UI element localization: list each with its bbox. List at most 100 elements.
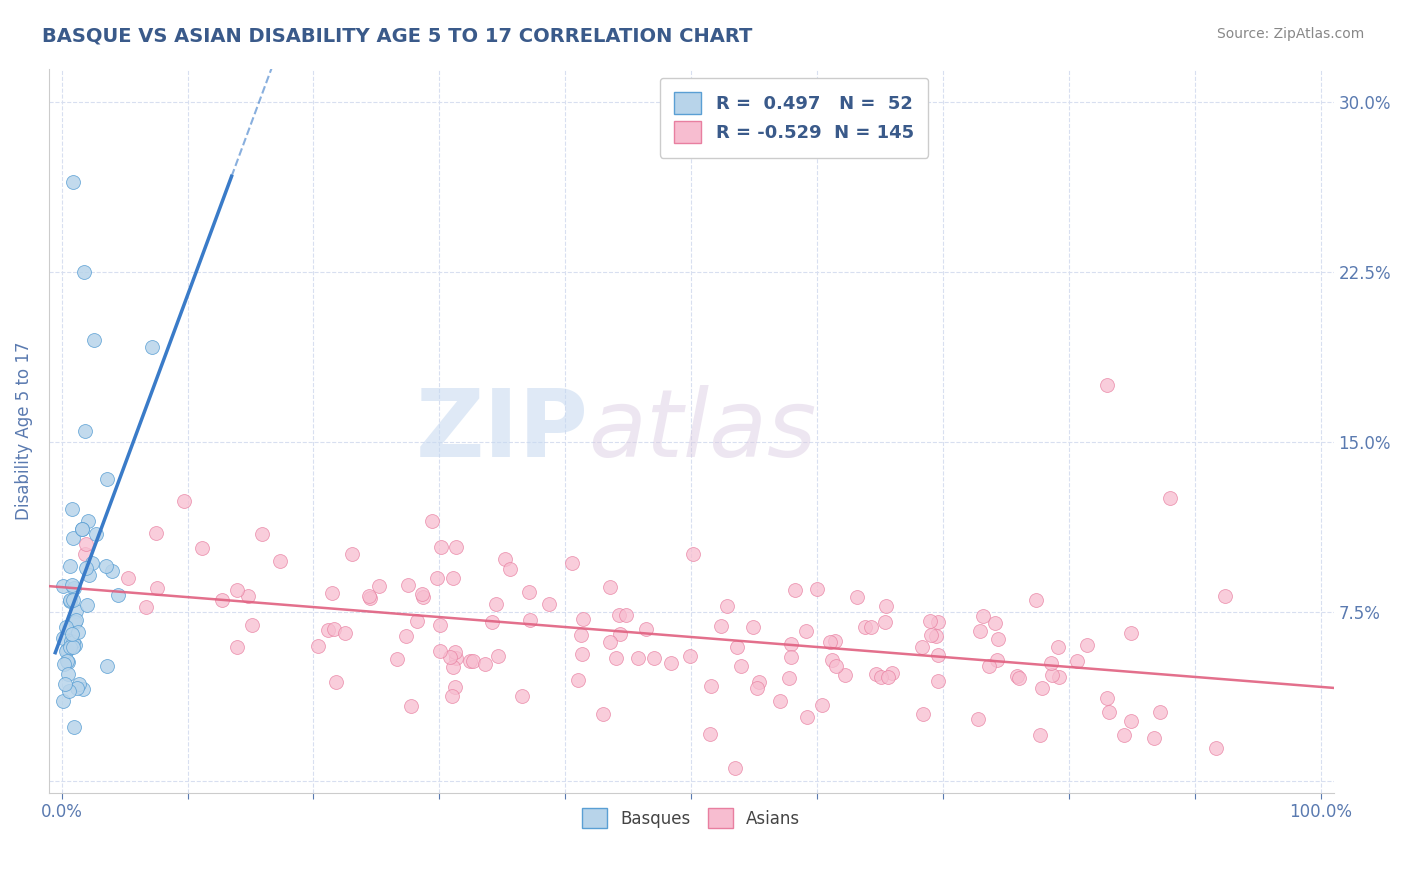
Point [73,265,96,279]
Point [65,681,87,696]
Point [724,760,747,774]
Point [441,689,464,703]
Point [1098,705,1121,719]
Point [1149,705,1171,719]
Point [359,591,381,605]
Point [592,706,614,721]
Point [716,599,738,613]
Point [321,586,343,600]
Point [1205,741,1227,756]
Point [96,559,118,574]
Point [987,632,1010,646]
Point [101,565,124,579]
Point [1047,670,1070,684]
Point [825,659,848,673]
Point [1047,640,1070,655]
Point [55,654,77,668]
Point [474,657,496,672]
Point [979,659,1001,673]
Point [65,613,87,627]
Point [1095,378,1118,392]
Point [117,571,139,585]
Point [567,673,589,688]
Point [238,590,260,604]
Point [785,583,807,598]
Point [316,624,339,638]
Point [1066,654,1088,668]
Point [53,657,76,672]
Point [1040,668,1063,682]
Point [870,670,893,684]
Point [682,547,704,561]
Point [73,547,96,561]
Point [62,634,84,648]
Point [925,629,948,643]
Point [510,689,533,703]
Point [59,640,82,654]
Point [62,175,84,189]
Point [780,637,803,651]
Point [135,600,157,615]
Point [780,650,803,665]
Point [75,424,97,438]
Point [494,551,516,566]
Point [412,590,434,604]
Point [62,640,84,655]
Point [395,629,418,643]
Point [865,666,887,681]
Legend: Basques, Asians: Basques, Asians [575,801,807,835]
Point [599,634,621,648]
Point [72,522,94,536]
Point [396,578,419,592]
Point [59,592,82,607]
Point [406,614,429,628]
Point [875,599,897,614]
Point [340,547,363,561]
Point [269,554,291,568]
Point [634,623,657,637]
Point [1039,657,1062,671]
Point [730,659,752,673]
Point [859,620,882,634]
Point [53,677,76,691]
Point [444,680,467,694]
Point [1143,731,1166,746]
Text: atlas: atlas [589,385,817,476]
Point [70,522,93,536]
Point [62,531,84,545]
Text: BASQUE VS ASIAN DISABILITY AGE 5 TO 17 CORRELATION CHART: BASQUE VS ASIAN DISABILITY AGE 5 TO 17 C… [42,27,752,45]
Point [561,556,583,570]
Point [910,640,932,654]
Point [52,579,75,593]
Point [66,625,89,640]
Point [52,631,75,645]
Point [877,669,900,683]
Point [444,651,467,665]
Text: ZIP: ZIP [416,384,589,476]
Point [429,617,451,632]
Point [458,653,481,667]
Point [63,615,86,629]
Point [59,634,82,648]
Point [643,651,665,665]
Point [778,671,800,685]
Point [806,582,828,596]
Point [1213,590,1236,604]
Point [1159,491,1181,506]
Point [461,654,484,668]
Point [429,541,451,555]
Point [609,626,631,640]
Point [422,514,444,528]
Point [1007,671,1029,685]
Point [986,653,1008,667]
Point [55,620,77,634]
Point [173,494,195,508]
Point [846,590,869,604]
Point [401,698,423,713]
Point [107,589,129,603]
Point [834,668,856,682]
Point [441,571,464,585]
Point [627,650,650,665]
Point [333,625,356,640]
Point [77,567,100,582]
